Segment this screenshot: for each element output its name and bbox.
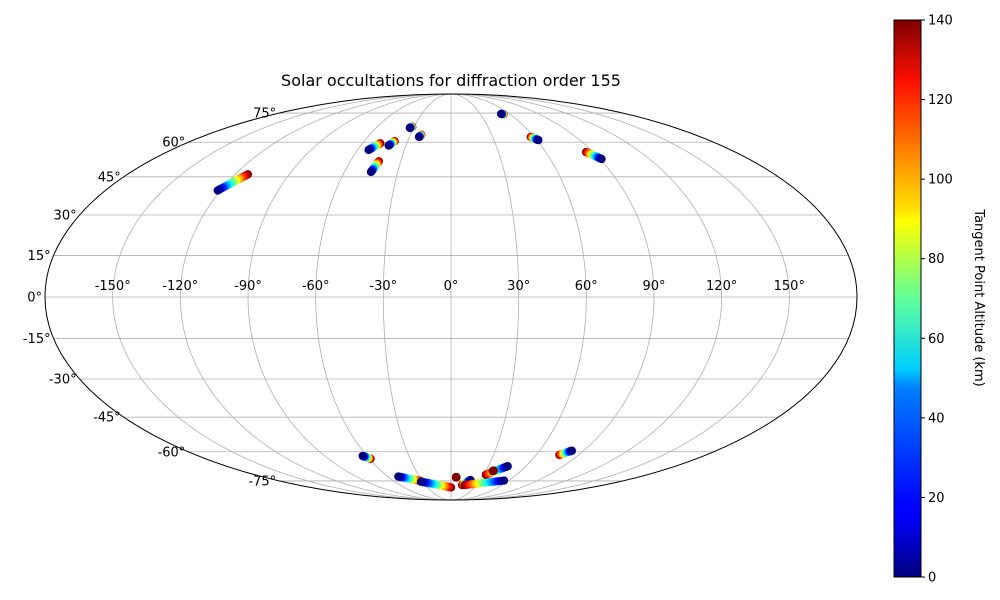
occultation-point xyxy=(358,451,367,461)
occultation-point xyxy=(597,154,606,164)
lat-tick-label: -45° xyxy=(93,411,121,426)
colorbar-tick-label: 60 xyxy=(928,332,945,347)
colorbar-tick-label: 100 xyxy=(928,173,953,188)
lon-tick-label: -150° xyxy=(95,279,131,294)
graticule xyxy=(44,93,858,501)
lat-tick-label: -15° xyxy=(23,332,51,347)
occultation-point xyxy=(394,472,403,481)
occultation-point xyxy=(213,186,222,195)
map-boundary xyxy=(44,93,858,501)
lon-tick-label: 90° xyxy=(642,279,665,294)
lat-tick-label: -30° xyxy=(49,373,77,388)
colorbar-tick-label: 140 xyxy=(928,14,953,29)
colorbar-ticks: 0 20 40 60 80 100 120 140 xyxy=(921,14,953,586)
colorbar-tick-label: 20 xyxy=(928,491,945,506)
lat-tick-label: -60° xyxy=(158,445,186,460)
lon-tick-label: -30° xyxy=(369,279,397,294)
lon-tick-label: -90° xyxy=(234,279,262,294)
occultation-point xyxy=(503,462,512,471)
chart-title: Solar occultations for diffraction order… xyxy=(281,71,621,90)
latitude-tick-labels: -75° -60° -45° -30° -15° 0° 15° 30° 45° 60° 75° xyxy=(23,107,276,490)
lon-tick-label: 150° xyxy=(774,279,805,294)
occultation-point xyxy=(496,109,506,119)
lat-tick-label: 45° xyxy=(98,170,121,185)
lat-tick-label: 30° xyxy=(54,209,77,224)
lat-tick-label: 0° xyxy=(27,291,42,306)
occultation-point xyxy=(534,135,543,145)
occultation-point xyxy=(384,141,393,150)
colorbar-tick-label: 0 xyxy=(928,571,936,586)
colorbar-label: Tangent Point Altitude (km) xyxy=(971,208,986,386)
colorbar: 0 20 40 60 80 100 120 140 Tangent Point Altitud… xyxy=(893,14,986,586)
lat-tick-label: -75° xyxy=(248,474,276,489)
occultation-point xyxy=(416,477,426,486)
occultation-points xyxy=(213,109,606,492)
occultation-point xyxy=(451,473,461,482)
occultation-point xyxy=(414,132,424,142)
lat-tick-label: 75° xyxy=(253,107,276,122)
occultation-point xyxy=(488,466,498,476)
lon-tick-label: 120° xyxy=(706,279,737,294)
lat-tick-label: 60° xyxy=(162,136,185,151)
lon-tick-label: 30° xyxy=(507,279,530,294)
lon-tick-label: -120° xyxy=(162,279,198,294)
lon-tick-label: 0° xyxy=(444,279,459,294)
lat-tick-label: 15° xyxy=(28,249,51,264)
occultation-point xyxy=(405,123,415,132)
occultation-point xyxy=(366,167,376,177)
colorbar-tick-label: 80 xyxy=(928,252,945,267)
colorbar-gradient xyxy=(893,19,922,578)
colorbar-tick-label: 120 xyxy=(928,93,953,108)
longitude-tick-labels: -150° -120° -90° -60° -30° 0° 30° 60° 90° 120° 150… xyxy=(95,279,805,294)
occultation-point xyxy=(499,476,509,485)
lon-tick-label: 60° xyxy=(575,279,598,294)
colorbar-tick-label: 40 xyxy=(928,411,945,426)
lon-tick-label: -60° xyxy=(302,279,330,294)
occultation-point xyxy=(567,446,577,455)
occultation-point xyxy=(364,145,373,155)
